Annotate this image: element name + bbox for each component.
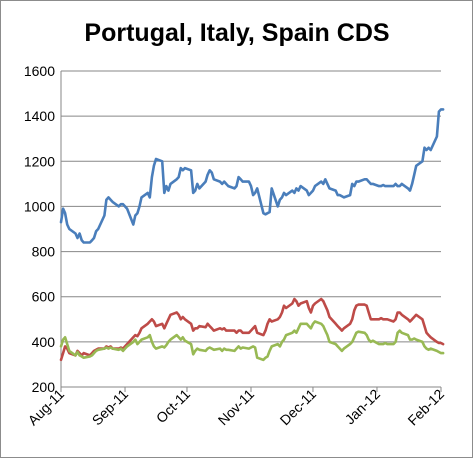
x-tick-labels: Aug-11 Sep-11 Oct-11 Nov-11 Dec-11 Jan-12 Feb-…	[25, 386, 448, 429]
series-line-2	[59, 297, 445, 362]
axes	[60, 71, 442, 392]
x-tick-label: Jan-12	[342, 386, 384, 428]
y-tick-label: 1000	[24, 198, 55, 214]
y-tick-label: 200	[32, 379, 56, 395]
y-tick-label: 1600	[24, 63, 55, 79]
x-tick-label: Oct-11	[153, 386, 193, 426]
x-tick-label: Sep-11	[89, 386, 132, 429]
y-tick-label: 400	[32, 334, 56, 350]
x-tick-label: Feb-12	[404, 386, 447, 429]
y-tick-label: 800	[32, 244, 56, 260]
y-tick-label: 1200	[24, 153, 55, 169]
series-group	[59, 108, 445, 362]
chart-title: Portugal, Italy, Spain CDS	[84, 19, 389, 47]
series-line-1	[59, 108, 445, 244]
x-tick-label: Nov-11	[215, 386, 258, 429]
y-tick-label: 1400	[24, 108, 55, 124]
series-line-3	[59, 320, 445, 362]
y-tick-labels: 200 400 600 800 1000 1200 1400 1600	[24, 63, 55, 395]
y-tick-label: 600	[32, 289, 56, 305]
x-tick-label: Dec-11	[277, 386, 320, 429]
